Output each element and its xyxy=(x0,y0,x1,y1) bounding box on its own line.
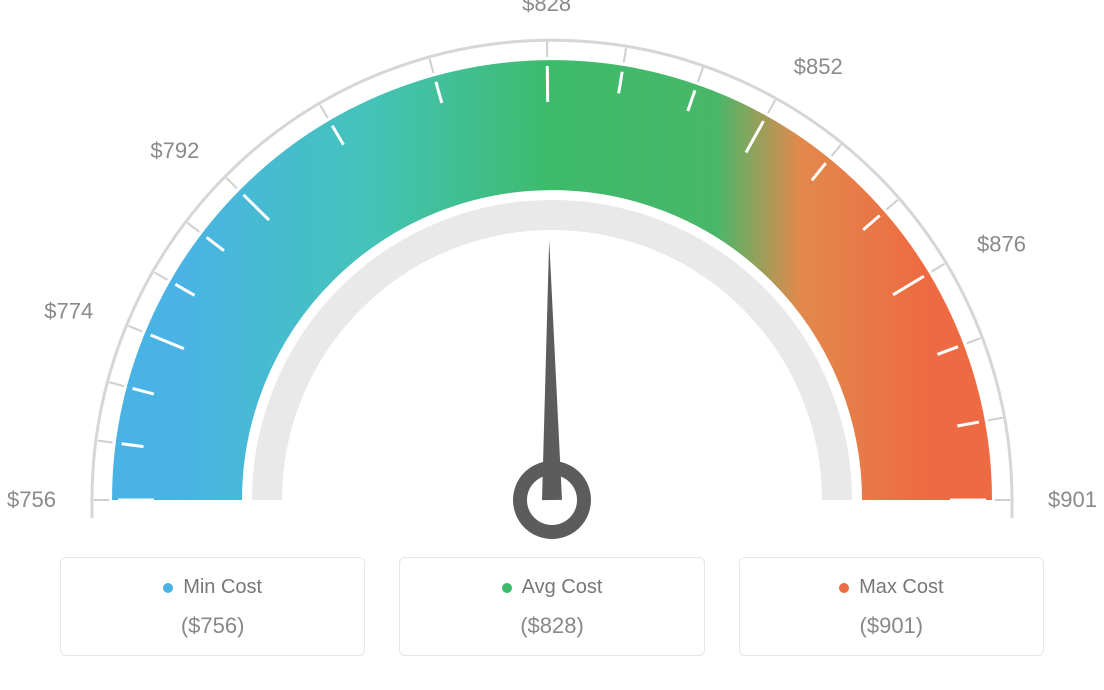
outer-tick xyxy=(988,418,1003,421)
legend-card-avg: Avg Cost ($828) xyxy=(399,557,704,656)
outer-tick xyxy=(187,223,199,232)
legend-dot-min xyxy=(163,583,173,593)
legend-label-min: Min Cost xyxy=(183,576,262,599)
outer-tick xyxy=(128,326,142,332)
outer-tick xyxy=(932,264,945,272)
legend-label-avg: Avg Cost xyxy=(522,576,603,599)
outer-tick xyxy=(887,200,898,210)
outer-tick xyxy=(768,100,775,113)
legend-dot-avg xyxy=(502,583,512,593)
legend-value-min: ($756) xyxy=(73,613,352,639)
outer-tick xyxy=(109,382,123,386)
outer-tick xyxy=(226,178,237,189)
legend-card-max: Max Cost ($901) xyxy=(739,557,1044,656)
legend-label-max: Max Cost xyxy=(859,576,943,599)
legend-title-avg: Avg Cost xyxy=(502,576,603,599)
outer-tick xyxy=(429,59,433,73)
legend-title-max: Max Cost xyxy=(839,576,943,599)
legend-value-avg: ($828) xyxy=(412,613,691,639)
legend-dot-max xyxy=(839,583,849,593)
tick-label: $756 xyxy=(7,487,56,512)
outer-tick xyxy=(320,105,328,118)
legend-card-min: Min Cost ($756) xyxy=(60,557,365,656)
outer-tick xyxy=(624,48,626,63)
tick-label: $792 xyxy=(150,138,199,163)
tick-label: $852 xyxy=(794,54,843,79)
gauge-chart-container: $756 $774 $792 $828 $852 $876 $901 Min Cost ($… xyxy=(0,0,1104,690)
tick-label: $901 xyxy=(1048,487,1097,512)
outer-tick xyxy=(98,441,113,443)
outer-tick xyxy=(698,68,703,82)
outer-tick xyxy=(155,272,168,279)
tick-label: $774 xyxy=(44,298,93,323)
outer-tick xyxy=(831,145,840,157)
tick-label: $876 xyxy=(977,231,1026,256)
tick-label: $828 xyxy=(522,0,571,16)
legend-row: Min Cost ($756) Avg Cost ($828) Max Cost… xyxy=(60,557,1044,656)
outer-tick xyxy=(966,338,980,343)
legend-value-max: ($901) xyxy=(752,613,1031,639)
gauge-svg: $756 $774 $792 $828 $852 $876 $901 xyxy=(0,0,1104,560)
legend-title-min: Min Cost xyxy=(163,576,262,599)
